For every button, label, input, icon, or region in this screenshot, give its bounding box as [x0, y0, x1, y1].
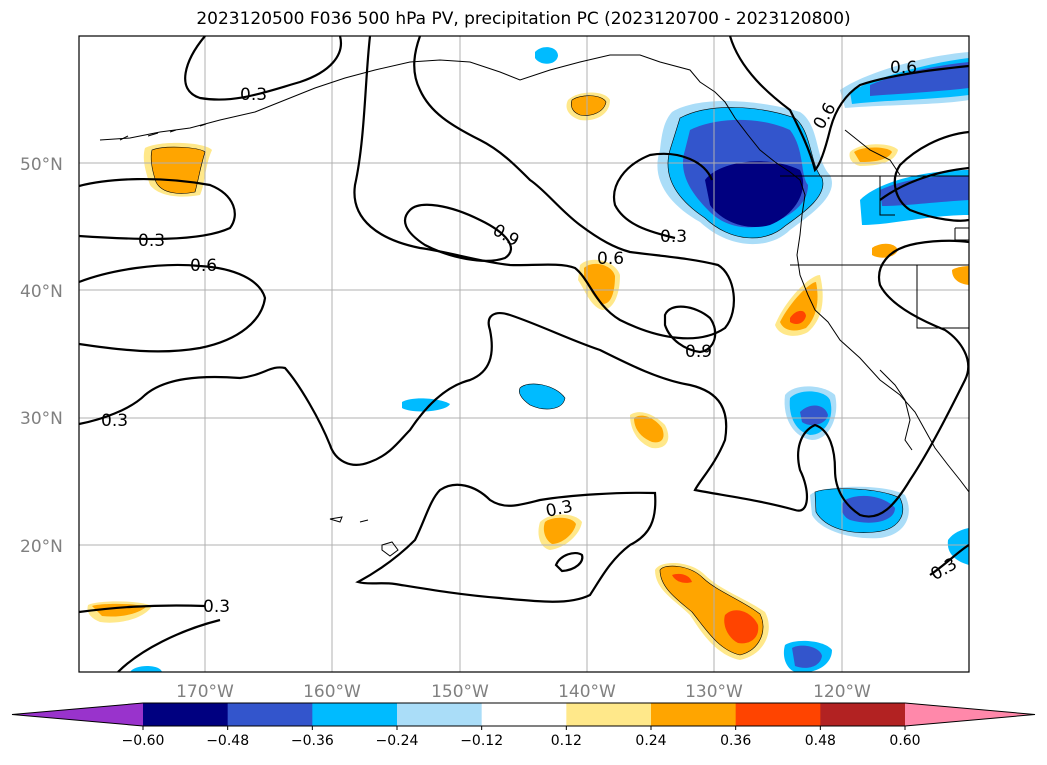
precip-blob-pos-c2: [584, 263, 615, 304]
pv-contour-mid: [79, 239, 969, 518]
pv-contour-03-west: [79, 178, 236, 241]
contour-label: 0.6: [890, 58, 917, 78]
colorbar-tick-label: 0.48: [805, 733, 836, 749]
lon-label: 160°W: [303, 682, 361, 702]
chart-title: 2023120500 F036 500 hPa PV, precipitatio…: [196, 9, 851, 29]
longitude-labels: 170°W 160°W 150°W 140°W 130°W 120°W: [176, 682, 871, 702]
map-gridlines: [79, 36, 969, 672]
precip-blob-neg-f2: [792, 645, 822, 668]
pv-contour-03-north: [184, 36, 343, 101]
colorbar-segment: [820, 703, 906, 726]
precip-blob-neg-a: [535, 47, 558, 64]
pv-contour-small: [554, 551, 584, 573]
colorbar-segment: [651, 703, 737, 726]
coastlines: [99, 54, 969, 557]
pv-contour-main: [353, 36, 735, 340]
colorbar-tick-label: −0.12: [460, 733, 503, 749]
contour-label: 0.3: [101, 411, 128, 431]
pv-contour-south-2: [117, 618, 221, 672]
lat-label: 20°N: [20, 537, 63, 557]
lon-label: 140°W: [558, 682, 616, 702]
lon-label: 120°W: [813, 682, 871, 702]
colorbar-tick-label: −0.48: [206, 733, 249, 749]
colorbar-tick-label: −0.24: [376, 733, 419, 749]
precip-blob-pos-i2: [543, 517, 576, 544]
pv-contour-se: [929, 544, 969, 576]
precip-blob-pos-b2: [571, 95, 606, 116]
colorbar-segment: [312, 703, 398, 726]
pv-contour-09-a: [403, 203, 512, 262]
colorbar-extend-max: [905, 703, 1035, 726]
precip-blob-neg-b: [402, 398, 450, 412]
precip-blob-pos-e2: [854, 147, 892, 162]
pv-contour-06-east: [879, 166, 969, 201]
precip-blob-neg-h: [130, 666, 162, 672]
colorbar-segment: [735, 703, 821, 726]
colorbar-tick-label: −0.36: [291, 733, 334, 749]
contour-label: 0.3: [203, 597, 230, 617]
pv-contour-09-b: [663, 305, 717, 354]
colorbar-tick-label: 0.24: [635, 733, 666, 749]
precip-blob-pos-j3: [724, 610, 759, 644]
precip-blob-neg-d3: [800, 405, 828, 426]
precip-blob-pos-j4: [672, 573, 692, 583]
pv-contour-sub: [355, 483, 657, 603]
colorbar-segment: [143, 703, 229, 726]
colorbar: −0.60 −0.48 −0.36 −0.24 −0.12 0.12 0.24 0.36 0.4…: [11, 702, 1036, 749]
contour-label: 0.6: [597, 249, 624, 269]
lon-label: 170°W: [176, 682, 234, 702]
precip-blob-pos-g: [952, 266, 969, 285]
contour-label: 0.6: [190, 256, 217, 276]
pv-contour-03-east: [893, 130, 969, 222]
pv-contours: [79, 36, 969, 672]
lat-label: 30°N: [20, 409, 63, 429]
lon-label: 130°W: [685, 682, 743, 702]
precip-blob-neg-north-3: [870, 62, 969, 96]
latitude-labels: 50°N 40°N 30°N 20°N: [20, 155, 63, 557]
lon-label: 150°W: [431, 682, 489, 702]
contour-label: 0.3: [660, 227, 687, 247]
colorbar-segment: [397, 703, 483, 726]
colorbar-tick-label: −0.60: [122, 733, 165, 749]
colorbar-tick-label: 0.36: [720, 733, 751, 749]
colorbar-segment: [227, 703, 313, 726]
pv-contour-06-west: [79, 263, 267, 353]
precip-blob-neg-bc-4: [705, 161, 804, 228]
lat-label: 50°N: [20, 155, 63, 175]
colorbar-tick-label: 0.12: [551, 733, 582, 749]
contour-label: 0.3: [240, 85, 267, 105]
precip-shading-layer: [87, 47, 969, 672]
colorbar-segment: [481, 703, 567, 726]
colorbar-extend-min: [12, 703, 143, 726]
pv-contour-06-coast: [728, 36, 969, 173]
precip-blob-pos-h2: [634, 415, 664, 443]
precip-blob-neg-c: [519, 383, 565, 410]
lat-label: 40°N: [20, 282, 63, 302]
colorbar-segment: [566, 703, 652, 726]
contour-label: 0.3: [138, 231, 165, 251]
precip-blob-pos-d3: [790, 310, 806, 324]
precip-outlines: [150, 95, 904, 656]
colorbar-tick-label: 0.60: [889, 733, 920, 749]
precip-blob-neg-e3: [841, 495, 895, 523]
pv-contour-south: [79, 604, 206, 614]
contour-label: 0.9: [685, 342, 712, 362]
pv-contour-03-bc: [612, 152, 714, 240]
precip-blob-neg-east-2: [880, 175, 969, 206]
map-frame: [78, 35, 970, 673]
map-background: [79, 36, 969, 672]
